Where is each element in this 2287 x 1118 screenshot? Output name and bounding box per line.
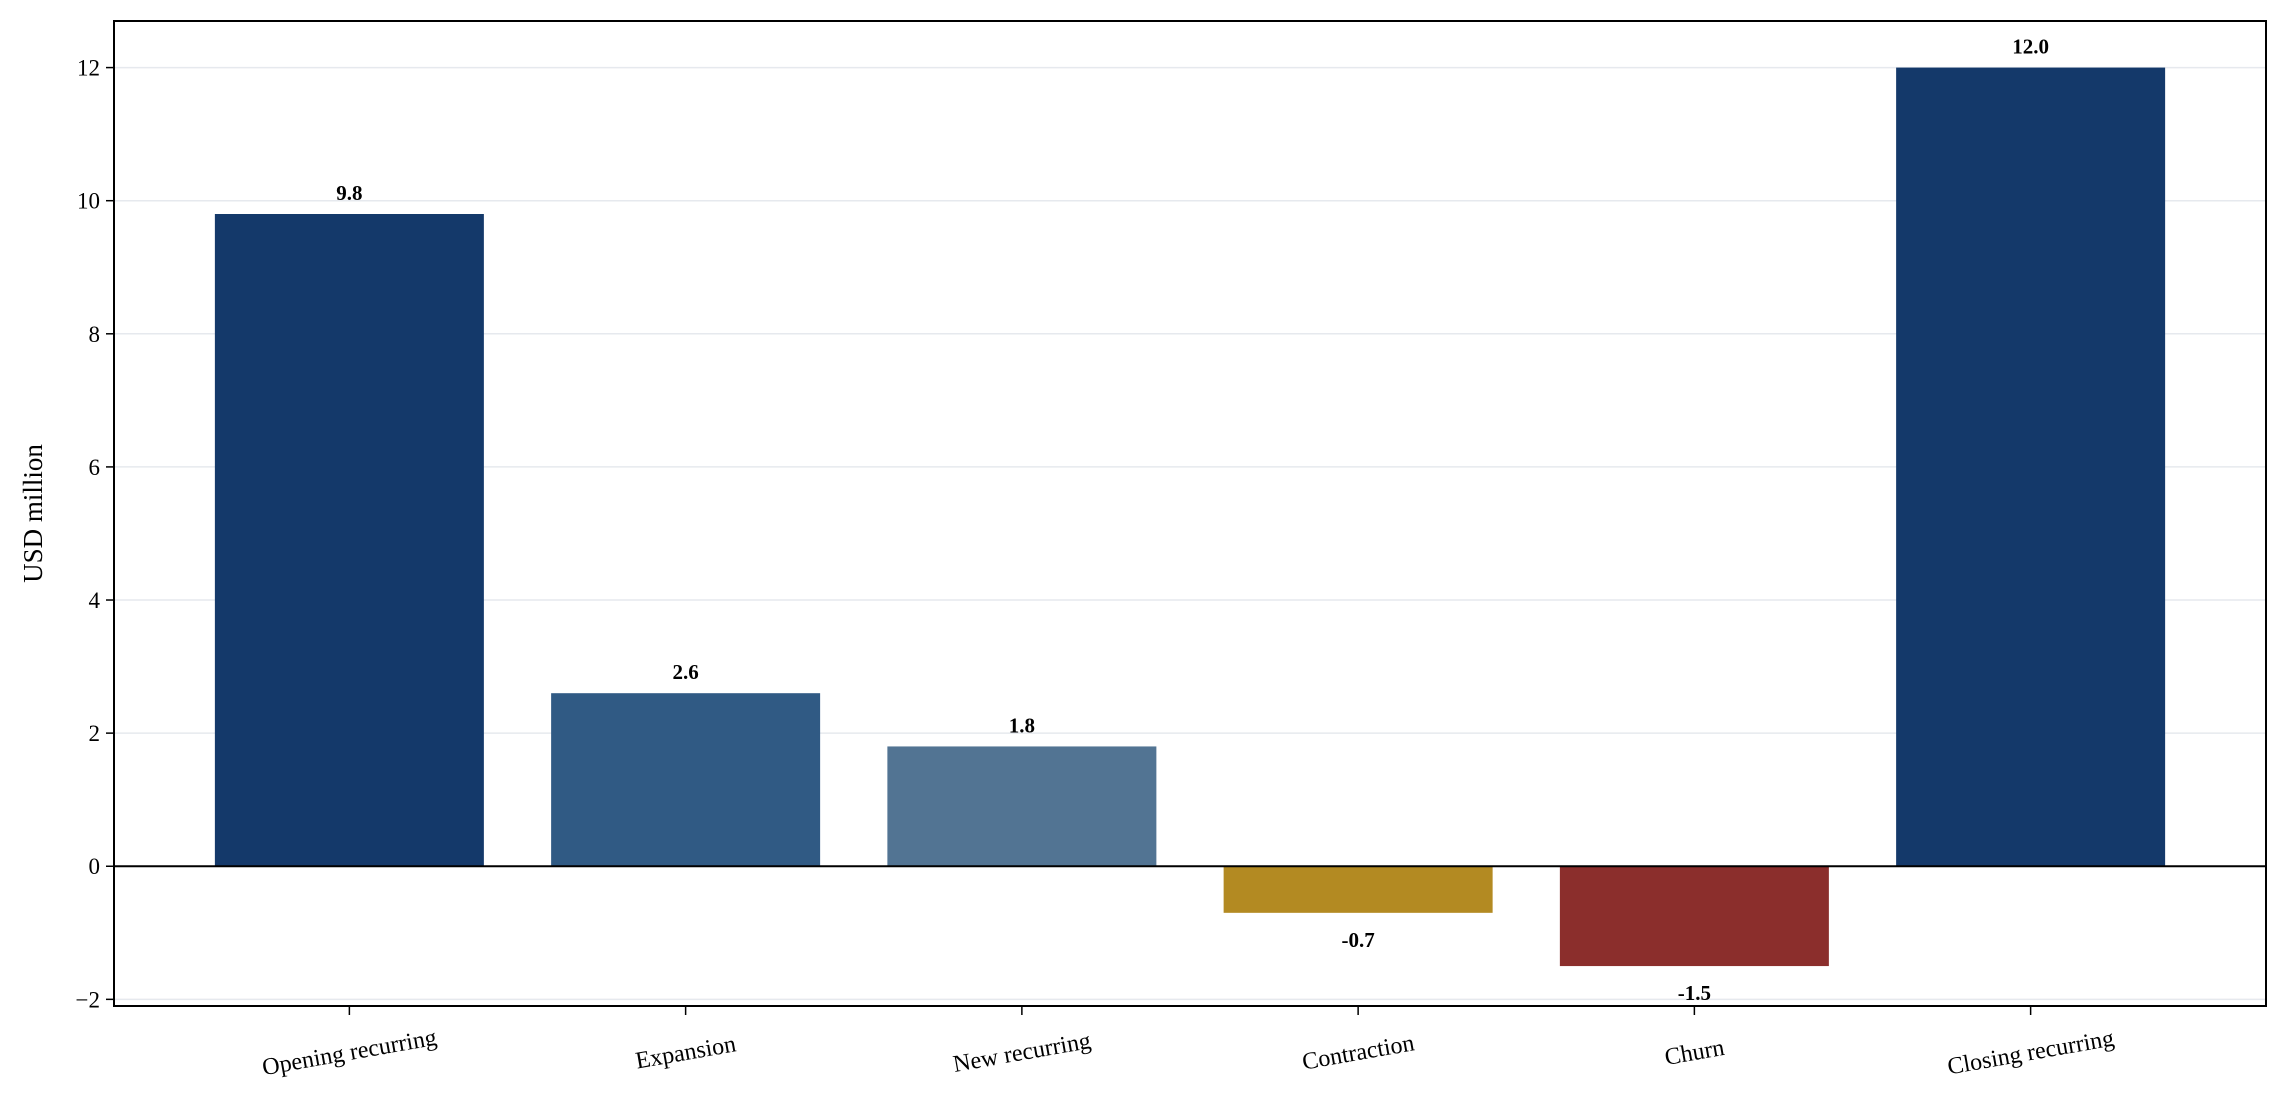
bars	[214, 67, 2166, 967]
bar-new-recurring	[887, 746, 1157, 867]
bar-value-label: 12.0	[2012, 35, 2049, 59]
plot-frame	[113, 20, 2267, 1007]
y-tick-label: 12	[77, 56, 100, 81]
y-axis: −2 0 2 4 6 8 10 12	[76, 56, 114, 1012]
bar-value-label: 9.8	[336, 181, 362, 205]
y-tick-label: 6	[89, 455, 101, 480]
y-tick-label: 8	[89, 322, 101, 347]
x-tick-label: Opening recurring	[260, 1025, 438, 1081]
bar-expansion	[551, 693, 821, 867]
y-axis-title: USD million	[18, 444, 48, 583]
x-tick-label: Closing recurring	[1946, 1026, 2117, 1081]
x-tick-label: Expansion	[634, 1031, 738, 1074]
bar-value-label: 2.6	[673, 660, 699, 684]
bar-closing-recurring	[1896, 67, 2166, 867]
bar-value-label: 1.8	[1009, 713, 1035, 737]
x-tick-label: New recurring	[951, 1028, 1093, 1078]
bar-opening-recurring	[214, 214, 484, 867]
y-tick-label: 4	[89, 588, 101, 613]
y-tick-label: 2	[89, 721, 101, 746]
bar-value-label: -0.7	[1342, 928, 1375, 952]
y-tick-label: 0	[89, 854, 101, 879]
bar-churn	[1559, 866, 1829, 967]
data-labels: 9.8 2.6 1.8 -0.7 -1.5 12.0	[336, 35, 2049, 1005]
y-tick-label: 10	[77, 189, 100, 214]
x-tick-label: Churn	[1663, 1035, 1727, 1071]
bar-contraction	[1223, 866, 1493, 913]
x-tick-label: Contraction	[1300, 1030, 1416, 1075]
x-axis: Opening recurring Expansion New recurring C…	[260, 1006, 2116, 1081]
bar-value-label: -1.5	[1678, 981, 1711, 1005]
y-tick-label: −2	[76, 987, 100, 1012]
